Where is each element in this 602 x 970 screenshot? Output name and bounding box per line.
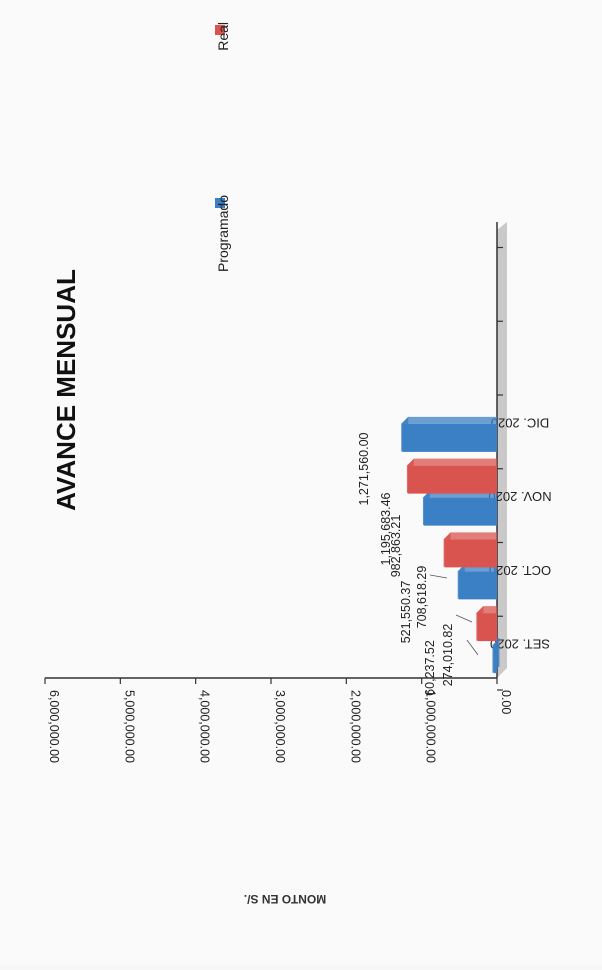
value-tick-label: 5,000,000.00 [122,690,136,763]
data-label: 1,195,683.46 [379,492,393,565]
value-tick-label: 1,000,000.00 [424,690,438,763]
chart-floor [497,222,507,678]
data-label-leader [430,575,447,578]
chart-title: AVANCE MENSUAL [51,269,81,511]
value-tick-label: 3,000,000.00 [273,690,287,763]
data-label: 708,618.29 [415,566,429,629]
data-label-leader [467,640,478,655]
value-tick-label: 2,000,000.00 [348,690,362,763]
value-tick-label: 4,000,000.00 [198,690,212,763]
category-label: NOV. 2020 [488,489,551,504]
category-label: DIC. 2020 [491,415,550,430]
y-axis-title: MONTO EN S/. [244,892,326,906]
bar-top-face [401,417,497,424]
legend-label: Programado [215,195,231,272]
bar-top-face [444,532,497,539]
data-label-leader [456,615,472,622]
bar-top-face [407,459,497,466]
bar [402,424,497,452]
value-tick-label: 6,000,000.00 [47,690,61,763]
data-label: 60,237.52 [423,640,437,696]
legend-label: Real [215,22,231,51]
bar [493,645,497,673]
data-label: 521,550.37 [399,581,413,644]
value-tick-label: 0.00 [499,690,513,714]
bar [477,613,497,641]
bar [459,571,497,599]
bar [445,539,497,567]
bar [424,498,497,526]
data-label: 274,010.82 [441,624,455,687]
category-label: OCT. 2020 [489,563,551,578]
data-label: 1,271,560.00 [357,432,371,505]
bar [408,466,497,494]
